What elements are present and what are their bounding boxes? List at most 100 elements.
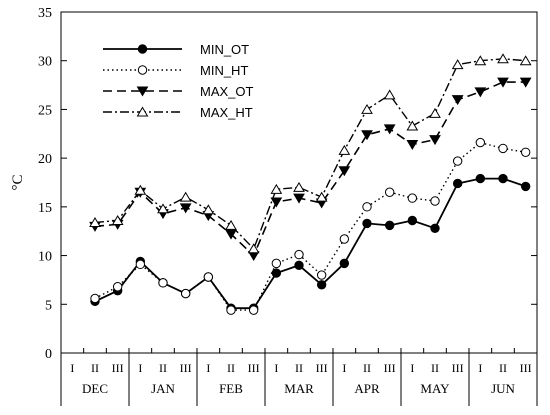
data-point [406, 120, 419, 131]
y-tick-label: 5 [45, 298, 52, 313]
y-tick-label: 30 [38, 55, 52, 70]
legend-marker [136, 86, 149, 97]
data-point [294, 249, 304, 260]
x-tick-label: II [91, 361, 99, 375]
x-tick-label: III [452, 361, 464, 375]
month-label: APR [354, 381, 380, 396]
y-tick-label: 0 [45, 347, 52, 362]
y-tick-label: 35 [38, 6, 52, 21]
data-point [90, 293, 100, 304]
legend-marker [137, 44, 148, 54]
data-point [520, 147, 531, 157]
x-tick-label: II [499, 361, 507, 375]
data-point [293, 181, 305, 192]
data-point [383, 124, 396, 135]
data-point [135, 259, 146, 270]
data-point [226, 305, 236, 315]
series-min-ht [90, 137, 531, 315]
data-point [452, 156, 463, 166]
data-point [225, 229, 237, 240]
x-tick-label: I [342, 361, 346, 375]
legend-label: MIN_OT [200, 42, 249, 57]
data-point [316, 270, 327, 280]
x-tick-label: II [159, 361, 167, 375]
data-point [294, 260, 304, 271]
data-point [383, 89, 396, 100]
x-tick-label: I [70, 361, 74, 375]
series-max-ht [89, 53, 532, 254]
x-tick-label: III [112, 361, 124, 375]
data-point [497, 77, 509, 88]
data-point [271, 268, 282, 278]
data-point [339, 234, 350, 244]
y-axis-label: °C [10, 174, 26, 190]
x-tick-label: I [274, 361, 278, 375]
data-point [430, 223, 440, 233]
data-point [270, 197, 283, 208]
x-tick-label: III [180, 361, 192, 375]
series-line [94, 58, 526, 251]
x-tick-label: II [227, 361, 235, 375]
data-point [179, 203, 192, 214]
y-tick-label: 15 [38, 201, 52, 216]
y-tick-label: 10 [38, 250, 52, 265]
data-point [247, 243, 260, 254]
legend-label: MIN_HT [200, 63, 248, 78]
plot-frame [60, 11, 538, 354]
data-point [339, 258, 350, 269]
data-point [203, 272, 214, 282]
month-label: FEB [219, 381, 243, 396]
x-tick-label: III [520, 361, 532, 375]
x-tick-label: I [410, 361, 414, 375]
x-tick-label: III [248, 361, 260, 375]
data-point [451, 59, 464, 70]
data-point [384, 187, 395, 197]
data-point [338, 144, 351, 155]
data-point [430, 196, 440, 206]
data-point [134, 184, 147, 195]
data-point [248, 305, 259, 315]
data-point [520, 181, 531, 192]
x-tick-label: II [295, 361, 303, 375]
data-point [361, 130, 373, 141]
month-label: DEC [82, 381, 108, 396]
data-point [407, 215, 418, 226]
data-point [452, 178, 463, 189]
month-label: MAR [284, 381, 314, 396]
series-layer [89, 53, 532, 315]
x-tick-label: I [478, 361, 482, 375]
data-point [293, 193, 305, 204]
data-point [179, 191, 192, 202]
data-point [361, 103, 373, 114]
legend-item: MIN_HT [103, 63, 248, 78]
data-point [519, 77, 532, 88]
data-point [407, 193, 418, 203]
data-point [474, 87, 487, 98]
legend: MIN_OT MIN_HT MAX_OT MAX_HT [103, 42, 254, 120]
data-point [384, 220, 395, 231]
data-point [89, 216, 101, 227]
data-point [202, 204, 215, 215]
data-point [180, 288, 191, 299]
x-tick-label: II [363, 361, 371, 375]
series-line [94, 177, 526, 310]
data-point [112, 282, 123, 292]
data-point [497, 53, 509, 64]
data-point [225, 219, 237, 230]
series-max-ot [89, 77, 532, 262]
legend-marker [136, 106, 149, 117]
data-point [406, 140, 419, 150]
data-point [498, 173, 508, 184]
y-tick-label: 20 [38, 152, 52, 167]
x-tick-label: I [206, 361, 210, 375]
data-point [498, 143, 508, 154]
data-point [475, 137, 486, 148]
data-point [158, 278, 168, 288]
data-point [157, 203, 169, 214]
data-point [519, 55, 532, 66]
x-tick-label: I [138, 361, 142, 375]
x-tick-label: III [316, 361, 328, 375]
